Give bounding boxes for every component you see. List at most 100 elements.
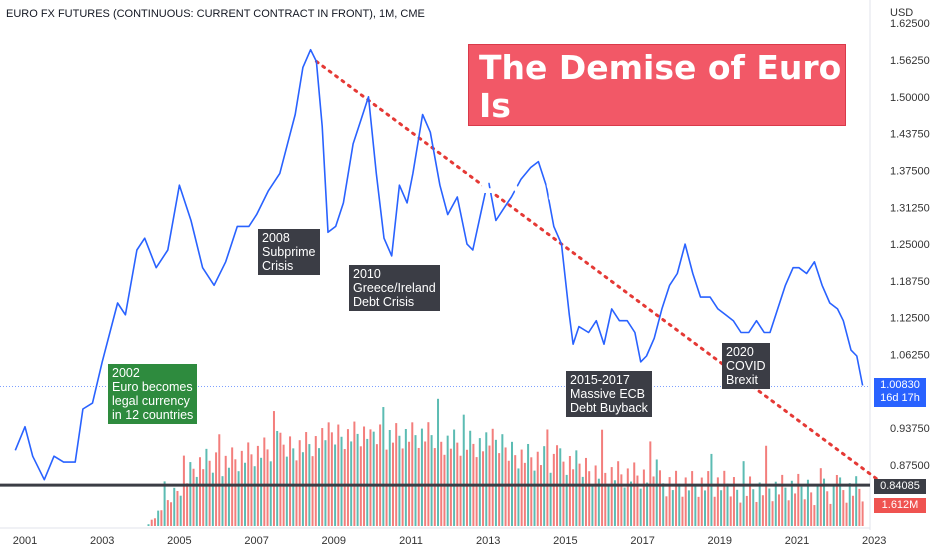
volume-bar: [353, 421, 356, 526]
x-tick-label: 2021: [785, 535, 809, 547]
volume-bar: [855, 476, 858, 526]
y-tick-label: 0.93750: [890, 423, 930, 435]
volume-bar: [227, 467, 230, 526]
volume-bar: [318, 448, 321, 526]
volume-bar: [305, 432, 308, 526]
volume-bar: [507, 460, 510, 526]
volume-bar: [774, 481, 777, 526]
x-tick-label: 2015: [553, 535, 577, 547]
volume-bar: [739, 502, 742, 526]
volume-bar: [829, 503, 832, 526]
y-tick-label: 1.50000: [890, 92, 930, 104]
annotation-2008: 2008 Subprime Crisis: [258, 229, 320, 275]
volume-bar: [292, 448, 295, 526]
y-tick-label: 1.25000: [890, 239, 930, 251]
volume-bar: [642, 469, 645, 526]
volume-bar: [279, 432, 282, 526]
volume-bar: [806, 479, 809, 526]
volume-bar: [453, 429, 456, 526]
volume-bar: [729, 496, 732, 526]
volume-bar: [675, 470, 678, 526]
x-tick-label: 2003: [90, 535, 114, 547]
volume-bar: [263, 437, 266, 526]
volume-bar: [173, 487, 176, 526]
volume-bar: [594, 465, 597, 526]
volume-bar: [494, 439, 497, 526]
volume-bar: [182, 455, 185, 526]
volume-bar: [655, 459, 658, 526]
volume-bar: [363, 426, 366, 526]
currency-label: USD: [890, 7, 913, 19]
chart-title: EURO FX FUTURES (CONTINUOUS: CURRENT CON…: [6, 8, 425, 20]
volume-bar: [269, 461, 272, 526]
volume-bar: [491, 428, 494, 526]
x-tick-label: 2005: [167, 535, 191, 547]
volume-bar: [803, 499, 806, 526]
volume-bar: [523, 462, 526, 526]
volume-bar: [385, 449, 388, 526]
volume-bar: [678, 483, 681, 526]
volume-bar: [327, 422, 330, 526]
volume-bar: [404, 428, 407, 526]
volume-bar: [398, 435, 401, 526]
volume-bar: [681, 496, 684, 526]
volume-bar: [691, 471, 694, 526]
volume-bar: [732, 477, 735, 526]
volume-bar: [700, 477, 703, 526]
hline-price-tag: 0.84085: [874, 479, 926, 494]
volume-bar: [295, 460, 298, 526]
volume-bar: [749, 476, 752, 526]
volume-bar: [784, 487, 787, 526]
volume-bar: [192, 468, 195, 526]
volume-bar: [797, 473, 800, 526]
volume-bar: [858, 488, 861, 526]
y-tick-label: 1.31250: [890, 202, 930, 214]
volume-bar: [810, 492, 813, 526]
volume-bar: [816, 485, 819, 526]
y-tick-label: 1.56250: [890, 55, 930, 67]
volume-bar: [366, 438, 369, 526]
volume-bar: [346, 429, 349, 526]
volume-bar: [581, 476, 584, 526]
volume-bar: [211, 472, 214, 526]
volume-bar: [710, 453, 713, 526]
volume-bar: [835, 474, 838, 526]
volume-bar: [231, 447, 234, 526]
volume-bar: [565, 474, 568, 526]
volume-bar: [337, 424, 340, 526]
y-tick-label: 0.87500: [890, 460, 930, 472]
volume-bar: [482, 451, 485, 526]
volume-bar: [584, 457, 587, 526]
volume-bar: [607, 486, 610, 526]
price-line: [14, 48, 864, 481]
volume-bar: [234, 459, 237, 526]
volume-bar: [736, 489, 739, 526]
volume-bar: [636, 475, 639, 526]
volume-bar: [552, 453, 555, 526]
volume-bar: [202, 469, 205, 526]
volume-bar: [478, 438, 481, 526]
volume-bar: [620, 474, 623, 526]
volume-bar: [704, 490, 707, 526]
y-tick-label: 1.06250: [890, 350, 930, 362]
volume-bar: [459, 455, 462, 526]
volume-bar: [433, 448, 436, 526]
volume-bar: [684, 477, 687, 526]
x-tick-label: 2009: [322, 535, 346, 547]
volume-bar: [215, 452, 218, 526]
volume-bar: [668, 477, 671, 526]
volume-bar: [665, 496, 668, 526]
volume-bar: [285, 456, 288, 526]
volume-bar: [559, 448, 562, 526]
volume-bar: [237, 471, 240, 526]
volume-bar: [517, 468, 520, 526]
volume-bar: [250, 454, 253, 526]
x-tick-label: 2019: [708, 535, 732, 547]
volume-bar: [652, 476, 655, 526]
volume-bar: [163, 481, 166, 526]
volume-bar: [819, 468, 822, 526]
volume-bar: [253, 466, 256, 526]
volume-bar: [475, 457, 478, 526]
volume-bar: [504, 447, 507, 526]
volume-bar: [485, 432, 488, 526]
